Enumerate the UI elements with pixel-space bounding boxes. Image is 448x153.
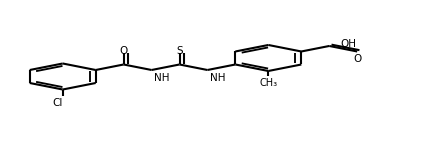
Text: Cl: Cl — [52, 98, 63, 108]
Text: CH₃: CH₃ — [259, 78, 277, 88]
Text: NH: NH — [154, 73, 169, 83]
Text: S: S — [176, 46, 183, 56]
Text: OH: OH — [340, 39, 357, 49]
Text: O: O — [353, 54, 362, 64]
Text: O: O — [120, 46, 128, 56]
Text: NH: NH — [210, 73, 225, 83]
